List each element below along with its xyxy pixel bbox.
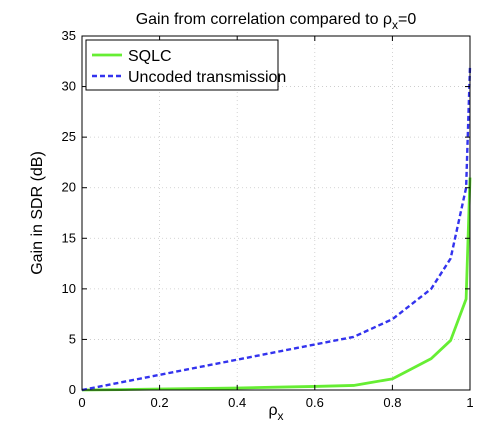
- chart-title-main: Gain from correlation compared to ρ: [136, 11, 392, 28]
- y-tick-label: 15: [62, 230, 76, 245]
- y-axis-title: Gain in SDR (dB): [29, 151, 46, 275]
- legend: SQLC Uncoded transmission: [85, 39, 286, 91]
- y-tick-label: 5: [69, 331, 76, 346]
- x-tick-label: 1: [466, 395, 473, 410]
- series-line-uncoded-transmission: [81, 66, 472, 392]
- y-tick-label: 35: [62, 28, 76, 43]
- x-axis-title-subscript: x: [278, 409, 284, 423]
- chart-title-subscript: x: [392, 18, 398, 32]
- series-line-sqlc: [81, 177, 472, 392]
- chart-title-tail: =0: [398, 11, 416, 28]
- x-axis-title-main: ρ: [268, 402, 277, 419]
- x-tick-label: 0.8: [383, 395, 401, 410]
- series-layer: [81, 66, 472, 392]
- x-tick-label: 0.6: [306, 395, 324, 410]
- chart-title: Gain from correlation compared to ρx=0: [136, 11, 417, 32]
- x-axis-title: ρx: [268, 402, 283, 423]
- y-tick-label: 0: [69, 382, 76, 397]
- y-tick-label: 10: [62, 281, 76, 296]
- legend-label-uncoded-transmission: Uncoded transmission: [128, 69, 286, 86]
- legend-label-sqlc: SQLC: [128, 48, 172, 65]
- y-tick-label: 25: [62, 129, 76, 144]
- x-tick-label: 0.4: [228, 395, 246, 410]
- y-tick-label: 20: [62, 180, 76, 195]
- x-tick-label: 0: [78, 395, 85, 410]
- x-tick-label: 0.2: [151, 395, 169, 410]
- legend-box: [85, 39, 279, 91]
- y-tick-label: 30: [62, 79, 76, 94]
- plot-frame: [81, 35, 471, 391]
